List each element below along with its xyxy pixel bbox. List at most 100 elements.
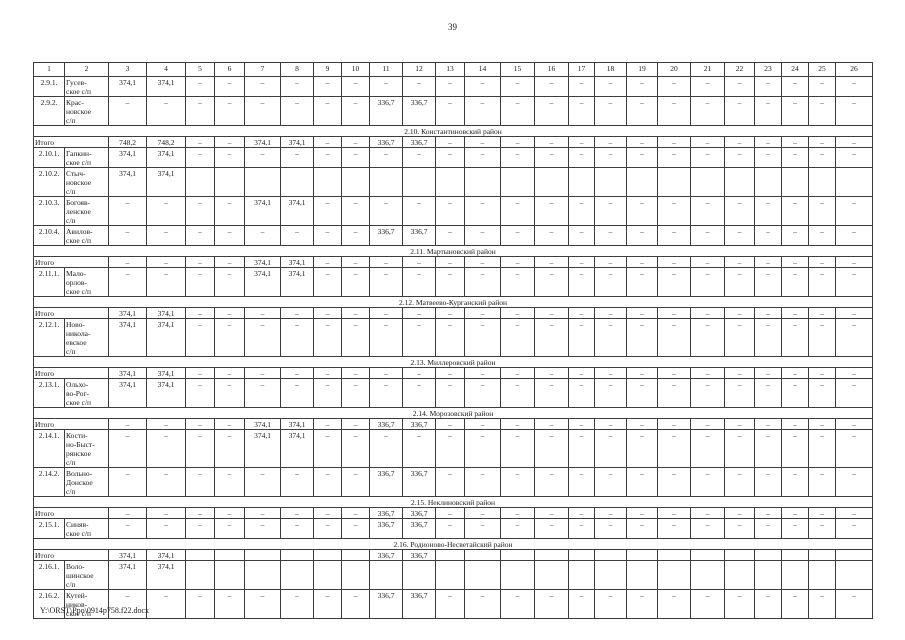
value-cell: –	[500, 147, 535, 168]
value-cell: –	[280, 76, 314, 97]
value-cell: –	[657, 378, 691, 408]
value-cell: –	[835, 76, 873, 97]
value-cell: –	[214, 96, 245, 126]
value-cell	[244, 560, 281, 590]
value-cell: –	[568, 256, 595, 268]
value-cell: 336,7	[369, 518, 403, 539]
column-number: 8	[280, 62, 314, 77]
value-cell: –	[500, 267, 535, 297]
value-cell	[369, 167, 403, 197]
row-number-cell: 2.9.1.	[33, 76, 65, 97]
value-cell	[185, 167, 215, 197]
column-number: 11	[369, 62, 403, 77]
total-label: Итого	[33, 549, 109, 561]
value-cell: –	[781, 147, 809, 168]
value-cell: –	[754, 196, 782, 226]
value-cell	[500, 167, 535, 197]
value-cell: –	[341, 147, 370, 168]
value-cell: –	[464, 267, 501, 297]
table-row: 2.9.1. Гусев- ское с/п 374,1 374,1– – – – – – – – –…	[33, 76, 873, 97]
value-cell: –	[402, 256, 436, 268]
value-cell: –	[244, 589, 281, 619]
value-cell: –	[244, 518, 281, 539]
value-cell: –	[464, 507, 501, 519]
value-cell	[594, 560, 627, 590]
value-cell	[724, 549, 755, 561]
value-cell: –	[657, 467, 691, 497]
value-cell: –	[594, 429, 627, 468]
value-cell	[657, 560, 691, 590]
value-cell	[313, 549, 342, 561]
settlement-name-cell: Вольно- Донское с/п	[64, 467, 109, 497]
value-cell: –	[500, 418, 535, 430]
value-cell: –	[568, 367, 595, 379]
value-cell: –	[594, 518, 627, 539]
value-cell: –	[185, 318, 215, 357]
value-cell: –	[244, 76, 281, 97]
value-cell: –	[835, 147, 873, 168]
row-number-cell: 2.14.1.	[33, 429, 65, 468]
value-cell: –	[313, 76, 342, 97]
value-cell: 336,7	[402, 418, 436, 430]
value-cell: –	[808, 136, 836, 148]
value-cell: –	[341, 307, 370, 319]
value-cell	[835, 560, 873, 590]
value-cell: –	[108, 507, 147, 519]
value-cell: –	[835, 96, 873, 126]
value-cell: 374,1	[108, 560, 147, 590]
value-cell: –	[146, 418, 186, 430]
value-cell: –	[214, 196, 245, 226]
value-cell: 374,1	[108, 367, 147, 379]
total-label: Итого	[33, 367, 109, 379]
value-cell: –	[754, 418, 782, 430]
value-cell: –	[835, 136, 873, 148]
row-number-cell: 2.14.2.	[33, 467, 65, 497]
value-cell: –	[185, 256, 215, 268]
value-cell: –	[534, 136, 569, 148]
settlement-name-cell: Гусев- ское с/п	[64, 76, 109, 97]
value-cell: –	[568, 267, 595, 297]
value-cell: –	[435, 507, 465, 519]
value-cell: –	[108, 518, 147, 539]
row-number-cell: 2.12.1.	[33, 318, 65, 357]
value-cell: –	[402, 76, 436, 97]
value-cell: –	[690, 307, 725, 319]
value-cell: –	[146, 507, 186, 519]
value-cell: –	[341, 378, 370, 408]
value-cell: –	[500, 318, 535, 357]
value-cell: –	[313, 96, 342, 126]
value-cell: –	[464, 378, 501, 408]
total-label: Итого	[33, 507, 109, 519]
value-cell: –	[781, 318, 809, 357]
value-cell: –	[369, 318, 403, 357]
value-cell: –	[657, 267, 691, 297]
value-cell: –	[244, 367, 281, 379]
value-cell: –	[690, 518, 725, 539]
value-cell: –	[626, 418, 658, 430]
value-cell: –	[369, 147, 403, 168]
value-cell: –	[402, 307, 436, 319]
total-label: Итого	[33, 418, 109, 430]
value-cell: –	[108, 589, 147, 619]
value-cell: –	[341, 429, 370, 468]
value-cell: –	[781, 507, 809, 519]
value-cell	[244, 167, 281, 197]
column-number: 15	[500, 62, 535, 77]
value-cell	[690, 549, 725, 561]
total-row: Итого 748,2 748,2– –374,1 374,1– –336,7 336,7–…	[33, 136, 873, 148]
value-cell	[435, 560, 465, 590]
value-cell: –	[500, 225, 535, 246]
value-cell: –	[108, 196, 147, 226]
value-cell: –	[313, 429, 342, 468]
total-row: Итого – – – –374,1 374,1– – – – – – – – – – – – – – – – – –	[33, 256, 873, 268]
district-section-row: 2.13. Миллеровский район	[33, 356, 873, 368]
column-number: 20	[657, 62, 691, 77]
value-cell: –	[313, 467, 342, 497]
value-cell: –	[500, 378, 535, 408]
value-cell: –	[341, 367, 370, 379]
value-cell: –	[341, 467, 370, 497]
value-cell: 748,2	[108, 136, 147, 148]
main-table-body: 2.9.1. Гусев- ское с/п 374,1 374,1– – – – – – – – –…	[33, 76, 873, 619]
value-cell	[435, 549, 465, 561]
